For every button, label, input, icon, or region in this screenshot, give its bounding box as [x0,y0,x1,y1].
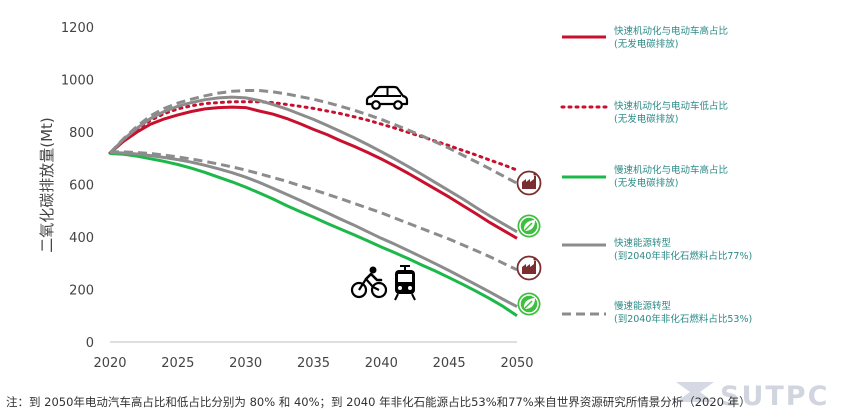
x-tick-label: 2040 [365,356,398,371]
series-layer [108,89,519,318]
bicycle-rider-icon [350,266,388,299]
legend-label: 慢速机动化与电动车高占比 [614,164,728,176]
legend-entry-slow-ev-high: 慢速机动化与电动车高占比 (无发电碳排放) [562,164,728,189]
y-axis-label: 二氧化碳排放量(Mt) [38,117,56,253]
y-tick-label: 800 [69,126,94,141]
legend-label-sub: (到2040年非化石燃料占比53%) [614,313,752,325]
tram-icon [394,265,416,301]
series-line-1 [108,100,519,172]
y-tick-label: 600 [69,179,94,194]
x-tick-label: 2045 [433,356,466,371]
legend-entry-fast-ev-low: 快速机动化与电动车低占比 (无发电碳排放) [560,100,728,125]
legend-label: 快速机动化与电动车高占比 [614,25,728,37]
legend-label-sub: (无发电碳排放) [614,177,678,189]
y-tick-label: 200 [69,284,94,299]
legend-entry-fast-energy: 快速能源转型 (到2040年非化石燃料占比77%) [562,237,752,262]
legend-label: 快速能源转型 [614,237,672,249]
y-tick-label: 0 [86,336,94,351]
car-icon [365,85,409,110]
x-tick-label: 2035 [297,356,330,371]
y-tick-label: 1000 [61,74,94,89]
series-line-5 [109,151,518,308]
y-tick-label: 1200 [61,21,94,36]
y-tick-labels: 0 200 400 600 800 1000 1200 [61,21,94,351]
legend-entry-fast-ev-high: 快速机动化与电动车高占比 (无发电碳排放) [562,25,728,50]
series-line-2 [109,152,518,318]
legend-label-sub: (到2040年非化石燃料占比77%) [614,250,752,262]
watermark-text: SUTPC [720,381,829,412]
legend-label: 慢速能源转型 [614,300,672,312]
x-tick-label: 2025 [161,356,194,371]
x-tick-labels: 2020 2025 2030 2035 2040 2045 2050 [93,356,533,371]
watermark-logo: SUTPC [676,381,829,412]
footnote: 注：到 2050年电动汽车高占比和低占比分别为 80% 和 40%；到 2040… [6,395,751,409]
y-tick-label: 400 [69,231,94,246]
factory-emission-icon [516,255,542,281]
series-line-4 [108,89,518,185]
legend-label-sub: (无发电碳排放) [614,38,678,50]
x-tick-label: 2030 [229,356,262,371]
legend: 快速机动化与电动车高占比 (无发电碳排放) 快速机动化与电动车低占比 (无发电碳… [560,25,752,325]
leaf-icon [517,214,541,238]
x-tick-label: 2050 [500,356,533,371]
legend-entry-slow-energy: 慢速能源转型 (到2040年非化石燃料占比53%) [562,300,752,325]
series-line-3 [108,95,518,234]
watermark-emblem-icon [676,382,714,402]
x-tick-label: 2020 [93,356,126,371]
series-line-6 [109,150,518,272]
series-line-0 [109,105,518,240]
legend-label: 快速机动化与电动车低占比 [614,100,728,112]
factory-emission-icon [516,170,542,196]
leaf-icon [517,292,541,316]
legend-label-sub: (无发电碳排放) [614,113,678,125]
